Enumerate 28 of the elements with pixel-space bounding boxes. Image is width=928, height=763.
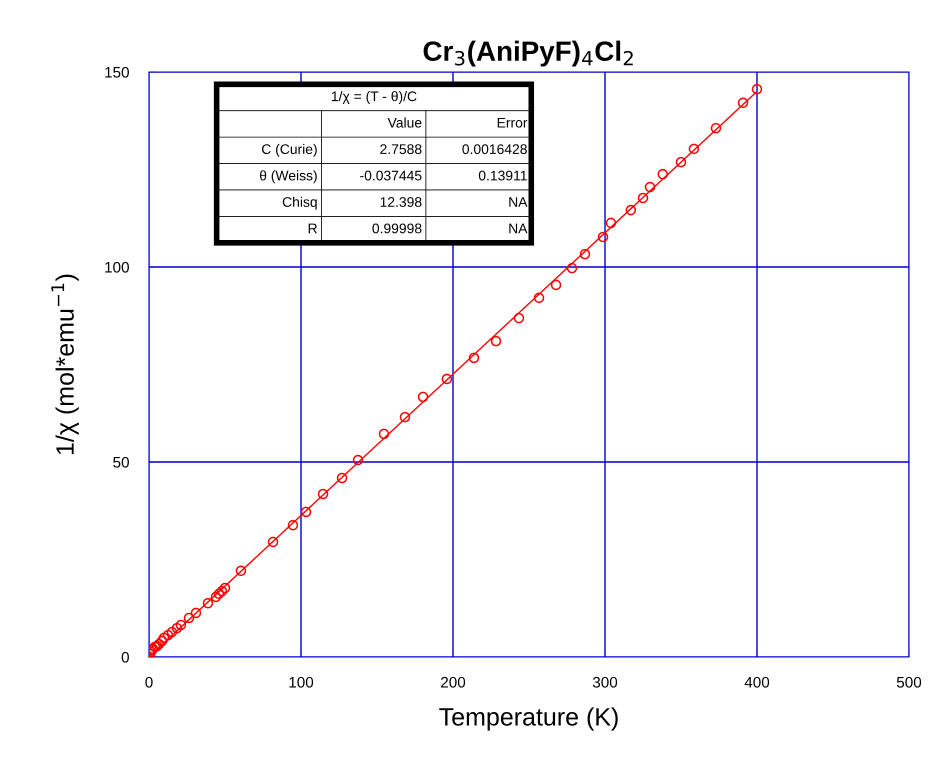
annotation: 1/χ = (T - θ)/C	[332, 91, 417, 104]
annotation: 12.398	[380, 197, 422, 207]
y-tick-label: 50	[113, 456, 129, 468]
annotation: C (Curie)	[262, 144, 317, 157]
annotation: Chisq	[282, 196, 317, 210]
annotation: R	[308, 224, 317, 234]
annotation: 0.13911	[478, 170, 527, 180]
x-tick-label: 200	[441, 676, 466, 688]
x-axis-title: Temperature (K)	[439, 707, 618, 731]
y-tick-label: 100	[105, 262, 129, 273]
y-axis-title: 1/χ (mol*emu$^{−1}$)	[51, 274, 79, 454]
annotation: -0.037445	[360, 170, 422, 180]
x-tick-label: 0	[145, 676, 153, 688]
y-tick-label: 0	[122, 652, 129, 663]
annotation: Value	[388, 117, 422, 128]
annotation: NA	[509, 197, 528, 207]
y-tick-label: 150	[105, 66, 129, 78]
annotation: Error	[498, 118, 528, 128]
x-tick-label: 300	[592, 676, 618, 688]
annotation: NA	[509, 224, 528, 234]
annotation: 2.7588	[380, 144, 422, 154]
chart-title: Cr$_{3}$(AniPyF)$_{4}$Cl$_{2}$	[424, 40, 633, 67]
x-tick-label: 500	[896, 676, 922, 688]
annotation: 0.0016428	[462, 144, 527, 154]
x-tick-label: 400	[744, 676, 770, 688]
annotation: θ (Weiss)	[260, 170, 317, 184]
x-tick-label: 100	[289, 676, 314, 688]
annotation: 0.99998	[372, 224, 422, 234]
